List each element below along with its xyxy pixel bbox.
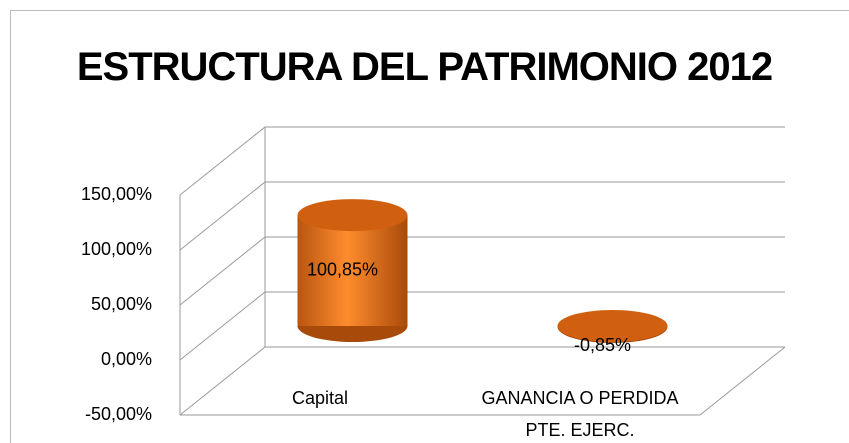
y-tick-label: 150,00%: [81, 184, 152, 204]
x-tick-label: GANANCIA O PERDIDA PTE. EJERC.: [481, 388, 679, 440]
bar: [297, 215, 408, 326]
grid-line: [179, 236, 785, 306]
grid-line: [179, 346, 785, 416]
x-tick-label: Capital: [291, 388, 349, 408]
chart-title: ESTRUCTURA DEL PATRIMONIO 2012: [76, 45, 773, 89]
bar-top: [557, 310, 668, 342]
floor-edge: [699, 346, 786, 416]
value-label: -0,85%: [574, 335, 631, 355]
chart-border: [10, 10, 849, 443]
y-tick-label: 50,00%: [91, 294, 152, 314]
grid-line: [179, 126, 785, 196]
value-label: 100,85%: [307, 259, 378, 279]
grid-line: [179, 181, 785, 251]
y-tick-label: -50,00%: [85, 404, 152, 424]
bar-top: [297, 199, 408, 232]
y-tick-label: 0,00%: [101, 349, 152, 369]
y-tick-label: 100,00%: [81, 239, 152, 259]
grid-line: [179, 291, 785, 361]
